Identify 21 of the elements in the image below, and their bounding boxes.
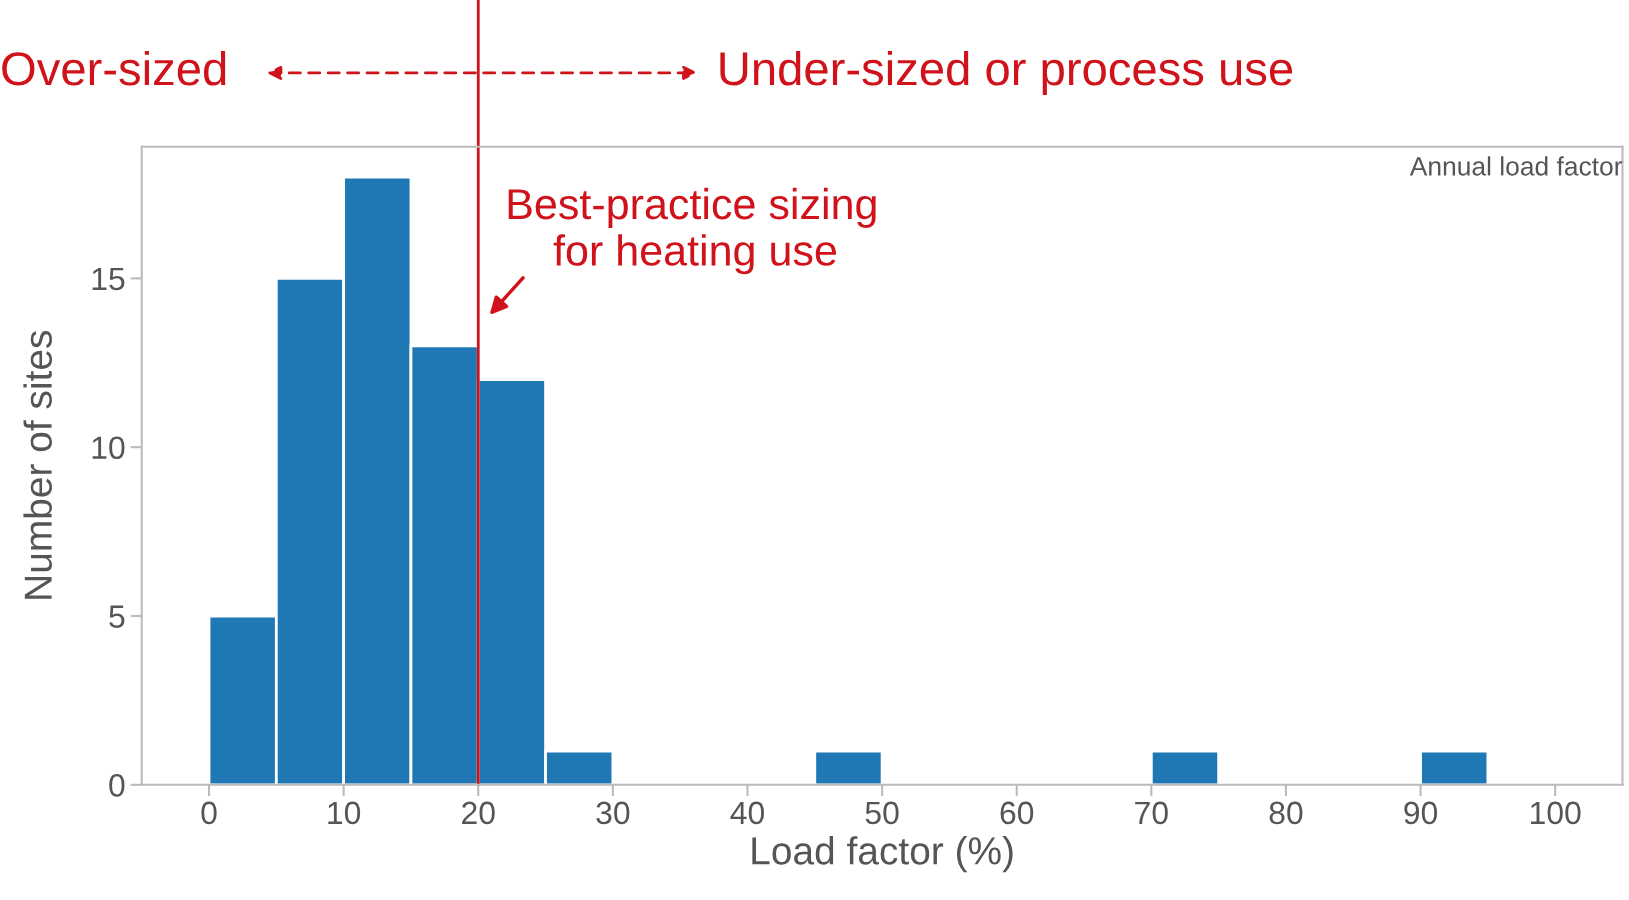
y-tick-label: 5 (109, 605, 125, 628)
x-axis-title: Load factor (%) (752, 836, 1013, 873)
y-tick-label: 10 (92, 436, 125, 460)
x-tick-label: 30 (596, 801, 630, 825)
x-tick-label: 20 (462, 801, 495, 825)
ref-line-label: Best-practice sizing for heating use (508, 187, 876, 275)
x-tick-label: 0 (201, 801, 217, 825)
chart-title: Annual load factor (1409, 156, 1623, 176)
text: Over-sized (2, 50, 226, 86)
y-tick-label: 15 (92, 267, 125, 291)
text: Under-sized or process use (720, 50, 1293, 95)
x-tick-label: 80 (1269, 801, 1303, 825)
x-tick-label: 40 (730, 801, 765, 825)
y-tick-label: 0 (109, 774, 125, 797)
y-axis-title: Number of sites (23, 330, 52, 599)
x-tick-label: 70 (1135, 801, 1168, 825)
x-tick-label: 90 (1404, 801, 1438, 825)
x-tick-label: 10 (328, 801, 361, 825)
x-tick-label: 60 (1000, 801, 1034, 825)
x-tick-label: 50 (865, 801, 899, 825)
x-tick-label: 100 (1530, 801, 1581, 825)
